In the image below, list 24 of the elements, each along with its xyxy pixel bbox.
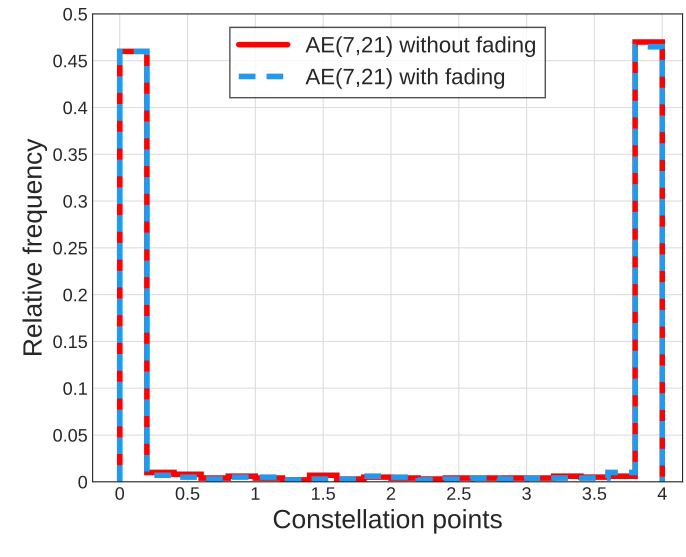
y-tick-label: 0.25	[53, 242, 87, 255]
y-tick-label: 0.35	[53, 148, 87, 162]
x-tick-label: 1.5	[312, 487, 335, 500]
x-tick-label: 1	[252, 487, 260, 500]
y-tick-label: 0.4	[63, 101, 88, 114]
y-tick-label: 0.2	[63, 288, 87, 302]
y-tick-label: 0.05	[53, 428, 87, 442]
x-tick-label: 0	[115, 487, 124, 500]
y-tick-label: 0.5	[63, 8, 87, 21]
x-tick-label: 3	[522, 487, 531, 500]
y-tick-label: 0	[78, 476, 88, 489]
y-tick-label: 0.3	[63, 195, 87, 208]
legend-label: AE(7,21) with fading	[305, 68, 504, 89]
x-tick-label: 0.5	[176, 487, 200, 500]
y-tick-label: 0.45	[53, 54, 87, 68]
legend-label: AE(7,21) without fading	[305, 36, 535, 57]
y-axis-title: Relative frequency	[22, 138, 48, 355]
x-tick-label: 4	[658, 487, 667, 500]
x-tick-label: 3.5	[582, 487, 606, 500]
x-axis-title: Constellation points	[274, 509, 502, 534]
x-tick-label: 2	[386, 487, 396, 500]
y-tick-label: 0.15	[53, 335, 87, 348]
y-tick-label: 0.1	[63, 382, 87, 395]
x-tick-label: 2.5	[447, 487, 471, 500]
